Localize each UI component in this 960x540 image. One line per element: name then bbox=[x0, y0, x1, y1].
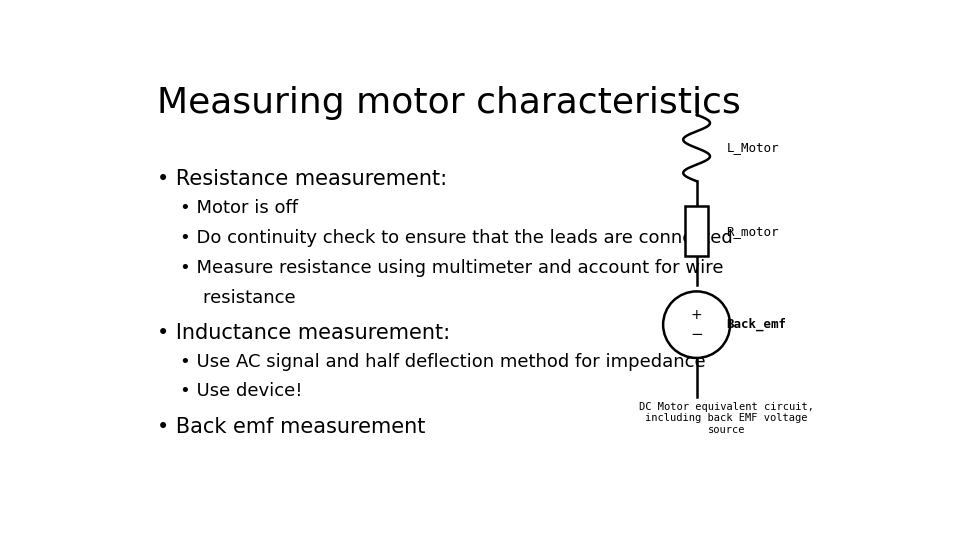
Text: DC Motor equivalent circuit,
including back EMF voltage
source: DC Motor equivalent circuit, including b… bbox=[638, 402, 814, 435]
FancyBboxPatch shape bbox=[685, 206, 708, 256]
Text: • Use device!: • Use device! bbox=[180, 382, 302, 401]
Text: L_Motor: L_Motor bbox=[727, 141, 779, 154]
Ellipse shape bbox=[663, 292, 731, 358]
Text: R_motor: R_motor bbox=[727, 225, 779, 238]
Text: Measuring motor characteristics: Measuring motor characteristics bbox=[157, 85, 741, 119]
Text: • Back emf measurement: • Back emf measurement bbox=[157, 416, 425, 436]
Text: Back_emf: Back_emf bbox=[727, 318, 786, 332]
Text: • Measure resistance using multimeter and account for wire: • Measure resistance using multimeter an… bbox=[180, 259, 723, 276]
Text: • Resistance measurement:: • Resistance measurement: bbox=[157, 168, 447, 189]
Text: • Do continuity check to ensure that the leads are connected: • Do continuity check to ensure that the… bbox=[180, 228, 732, 247]
Text: • Inductance measurement:: • Inductance measurement: bbox=[157, 322, 450, 342]
Text: • Use AC signal and half deflection method for impedance: • Use AC signal and half deflection meth… bbox=[180, 353, 706, 370]
Text: +: + bbox=[691, 308, 703, 322]
Text: resistance: resistance bbox=[180, 288, 295, 307]
Text: −: − bbox=[690, 327, 703, 342]
Text: • Motor is off: • Motor is off bbox=[180, 199, 298, 217]
